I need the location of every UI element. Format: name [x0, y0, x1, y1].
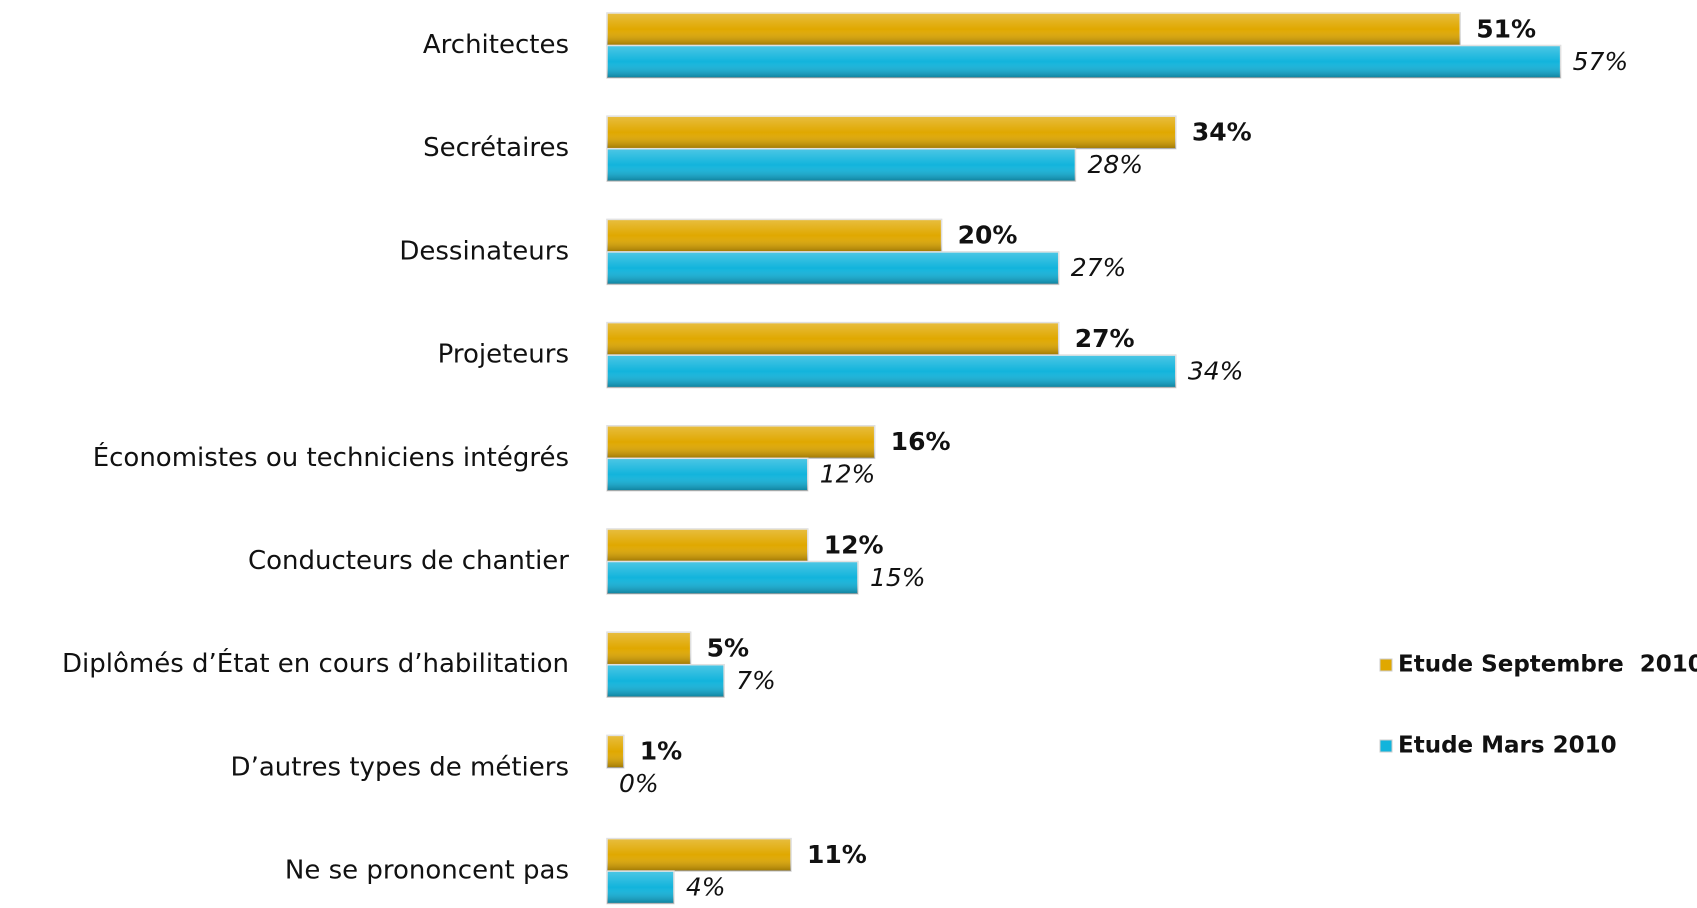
bar-shade	[607, 251, 1059, 285]
value-label: 27%	[1075, 324, 1135, 353]
category-label: Ne se prononcent pas	[285, 856, 569, 886]
category-label: Économistes ou techniciens intégrés	[93, 441, 569, 473]
bar-shade	[607, 116, 1176, 149]
category-label: Diplômés d’État en cours d’habilitation	[62, 647, 569, 679]
value-label: 12%	[824, 530, 884, 559]
value-label: 28%	[1087, 150, 1143, 179]
value-label: 12%	[820, 460, 876, 489]
legend-swatch	[1379, 739, 1393, 753]
bar-shade	[607, 13, 1461, 46]
bar-shade	[607, 458, 808, 491]
value-label: 34%	[1192, 117, 1252, 146]
legend-label: Etude Septembre 2010	[1398, 652, 1697, 678]
category-label: Projeteurs	[438, 340, 569, 370]
bar-shade	[607, 322, 1059, 356]
value-label: 16%	[891, 427, 951, 456]
value-label: 15%	[870, 563, 926, 592]
legend-swatch	[1379, 658, 1393, 672]
bar-shade	[607, 561, 858, 594]
category-label: Architectes	[423, 30, 569, 60]
legend-label: Etude Mars 2010	[1398, 733, 1617, 759]
value-label: 0%	[619, 769, 659, 798]
bar-shade	[607, 219, 942, 252]
category-label: Conducteurs de chantier	[248, 546, 569, 576]
value-label: 5%	[707, 633, 749, 662]
value-label: 7%	[736, 666, 776, 695]
value-label: 57%	[1573, 47, 1629, 76]
category-label: D’autres types de métiers	[231, 752, 569, 782]
category-label: Secrétaires	[423, 133, 569, 163]
bar-shade	[607, 664, 725, 698]
bar-shade	[607, 871, 674, 904]
value-label: 1%	[640, 737, 682, 766]
value-label: 20%	[958, 221, 1018, 250]
value-label: 34%	[1188, 356, 1244, 385]
bar-shade	[607, 355, 1176, 388]
bar-shade	[607, 148, 1076, 182]
category-label: Dessinateurs	[399, 236, 569, 266]
bar-shade	[607, 529, 808, 562]
bar-shade	[607, 425, 875, 459]
value-label: 4%	[686, 872, 726, 901]
bar-shade	[607, 735, 624, 768]
value-label: 11%	[807, 840, 867, 869]
bar-shade	[607, 632, 691, 665]
bar-shade	[607, 838, 792, 872]
value-label: 51%	[1476, 14, 1536, 43]
value-label: 27%	[1071, 253, 1127, 282]
bar-shade	[607, 45, 1561, 78]
